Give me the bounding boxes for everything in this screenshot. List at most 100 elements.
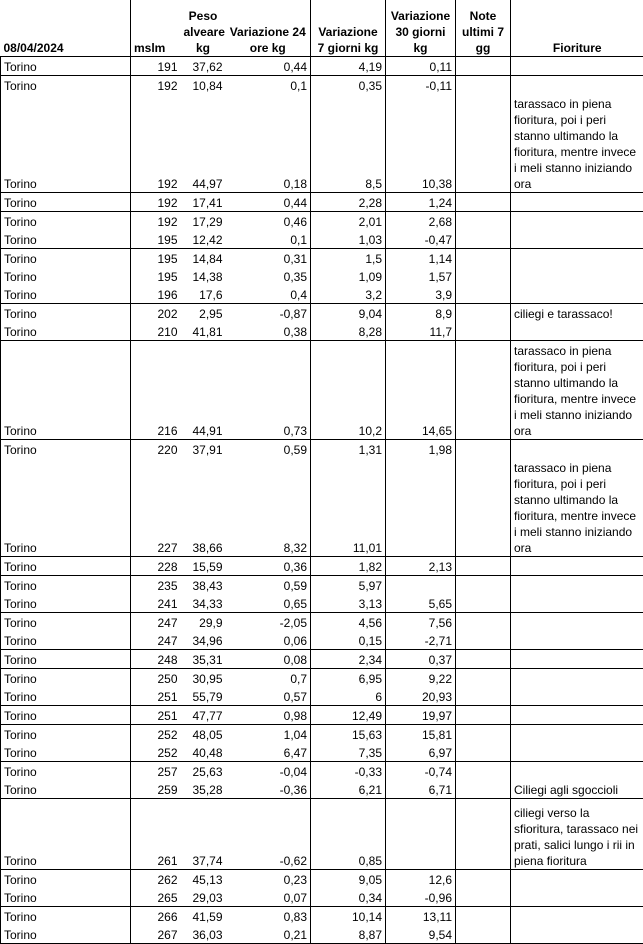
- cell-fioriture[interactable]: tarassaco in piena fioritura, poi i peri…: [511, 458, 643, 557]
- cell-var7[interactable]: 8,28: [311, 322, 386, 341]
- cell-fioriture[interactable]: ciliegi e tarassaco!: [511, 304, 643, 323]
- cell-note[interactable]: [456, 76, 511, 95]
- cell-var24[interactable]: 6,47: [226, 743, 311, 762]
- cell-var30[interactable]: -0,47: [386, 230, 456, 249]
- header-mslm[interactable]: mslm: [131, 0, 181, 57]
- header-var30[interactable]: Variazione 30 giorni kg: [386, 0, 456, 57]
- cell-peso[interactable]: 44,97: [181, 94, 226, 193]
- cell-location[interactable]: Torino: [1, 706, 131, 725]
- cell-fioriture[interactable]: [511, 285, 643, 304]
- cell-peso[interactable]: 29,03: [181, 888, 226, 907]
- cell-var30[interactable]: 11,7: [386, 322, 456, 341]
- cell-note[interactable]: [456, 888, 511, 907]
- header-fioriture[interactable]: Fioriture: [511, 0, 643, 57]
- cell-mslm[interactable]: 192: [131, 94, 181, 193]
- cell-fioriture[interactable]: [511, 193, 643, 212]
- cell-peso[interactable]: 38,66: [181, 458, 226, 557]
- cell-location[interactable]: Torino: [1, 267, 131, 285]
- cell-var7[interactable]: 4,19: [311, 57, 386, 76]
- cell-var24[interactable]: 0,44: [226, 193, 311, 212]
- cell-var24[interactable]: 0,73: [226, 341, 311, 440]
- cell-peso[interactable]: 44,91: [181, 341, 226, 440]
- cell-var7[interactable]: 6,95: [311, 669, 386, 688]
- cell-var30[interactable]: 9,22: [386, 669, 456, 688]
- cell-mslm[interactable]: 235: [131, 576, 181, 595]
- cell-note[interactable]: [456, 687, 511, 706]
- cell-location[interactable]: Torino: [1, 341, 131, 440]
- cell-fioriture[interactable]: [511, 267, 643, 285]
- cell-location[interactable]: Torino: [1, 230, 131, 249]
- cell-note[interactable]: [456, 907, 511, 926]
- cell-fioriture[interactable]: [511, 725, 643, 744]
- cell-location[interactable]: Torino: [1, 249, 131, 268]
- cell-note[interactable]: [456, 669, 511, 688]
- cell-fioriture[interactable]: Ciliegi agli sgoccioli: [511, 780, 643, 799]
- cell-var7[interactable]: 5,97: [311, 576, 386, 595]
- cell-var30[interactable]: [386, 458, 456, 557]
- cell-peso[interactable]: 47,77: [181, 706, 226, 725]
- cell-location[interactable]: Torino: [1, 762, 131, 781]
- cell-var7[interactable]: 9,05: [311, 870, 386, 889]
- cell-location[interactable]: Torino: [1, 925, 131, 944]
- cell-mslm[interactable]: 216: [131, 341, 181, 440]
- cell-var7[interactable]: 8,87: [311, 925, 386, 944]
- cell-var24[interactable]: 8,32: [226, 458, 311, 557]
- cell-location[interactable]: Torino: [1, 631, 131, 650]
- cell-note[interactable]: [456, 613, 511, 632]
- cell-location[interactable]: Torino: [1, 76, 131, 95]
- cell-var7[interactable]: 2,28: [311, 193, 386, 212]
- cell-var24[interactable]: -0,62: [226, 799, 311, 870]
- cell-var7[interactable]: 1,82: [311, 557, 386, 576]
- cell-peso[interactable]: 2,95: [181, 304, 226, 323]
- cell-location[interactable]: Torino: [1, 576, 131, 595]
- cell-note[interactable]: [456, 557, 511, 576]
- cell-var30[interactable]: 14,65: [386, 341, 456, 440]
- cell-note[interactable]: [456, 193, 511, 212]
- cell-peso[interactable]: 41,59: [181, 907, 226, 926]
- cell-fioriture[interactable]: tarassaco in piena fioritura, poi i peri…: [511, 341, 643, 440]
- cell-note[interactable]: [456, 594, 511, 613]
- cell-location[interactable]: Torino: [1, 212, 131, 231]
- cell-var24[interactable]: 0,59: [226, 440, 311, 459]
- cell-note[interactable]: [456, 799, 511, 870]
- cell-note[interactable]: [456, 267, 511, 285]
- cell-var24[interactable]: 0,1: [226, 76, 311, 95]
- cell-location[interactable]: Torino: [1, 557, 131, 576]
- cell-var24[interactable]: 0,1: [226, 230, 311, 249]
- cell-var24[interactable]: 1,04: [226, 725, 311, 744]
- cell-fioriture[interactable]: [511, 762, 643, 781]
- cell-peso[interactable]: 36,03: [181, 925, 226, 944]
- cell-mslm[interactable]: 262: [131, 870, 181, 889]
- cell-fioriture[interactable]: [511, 870, 643, 889]
- cell-mslm[interactable]: 252: [131, 725, 181, 744]
- cell-var7[interactable]: 7,35: [311, 743, 386, 762]
- cell-var24[interactable]: -0,36: [226, 780, 311, 799]
- cell-peso[interactable]: 41,81: [181, 322, 226, 341]
- cell-mslm[interactable]: 192: [131, 193, 181, 212]
- cell-var24[interactable]: -0,87: [226, 304, 311, 323]
- cell-mslm[interactable]: 265: [131, 888, 181, 907]
- cell-location[interactable]: Torino: [1, 594, 131, 613]
- cell-fioriture[interactable]: [511, 669, 643, 688]
- cell-note[interactable]: [456, 57, 511, 76]
- cell-note[interactable]: [456, 230, 511, 249]
- cell-peso[interactable]: 17,29: [181, 212, 226, 231]
- cell-var24[interactable]: 0,7: [226, 669, 311, 688]
- cell-var7[interactable]: 1,31: [311, 440, 386, 459]
- cell-mslm[interactable]: 247: [131, 631, 181, 650]
- cell-location[interactable]: Torino: [1, 94, 131, 193]
- cell-var7[interactable]: 3,13: [311, 594, 386, 613]
- cell-note[interactable]: [456, 870, 511, 889]
- cell-fioriture[interactable]: [511, 925, 643, 944]
- cell-fioriture[interactable]: [511, 576, 643, 595]
- cell-mslm[interactable]: 267: [131, 925, 181, 944]
- cell-var30[interactable]: 5,65: [386, 594, 456, 613]
- cell-fioriture[interactable]: tarassaco in piena fioritura, poi i peri…: [511, 94, 643, 193]
- cell-var30[interactable]: 1,57: [386, 267, 456, 285]
- cell-fioriture[interactable]: [511, 212, 643, 231]
- cell-note[interactable]: [456, 212, 511, 231]
- cell-var30[interactable]: 6,71: [386, 780, 456, 799]
- cell-mslm[interactable]: 248: [131, 650, 181, 669]
- cell-var24[interactable]: 0,21: [226, 925, 311, 944]
- cell-var7[interactable]: 8,5: [311, 94, 386, 193]
